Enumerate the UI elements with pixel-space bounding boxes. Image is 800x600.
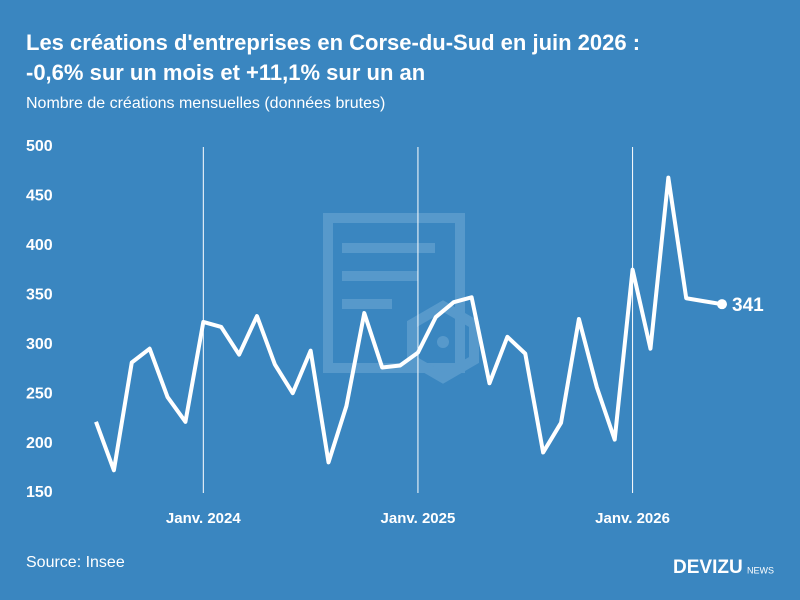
chart-subtitle: Nombre de créations mensuelles (données …: [26, 95, 385, 112]
chart-title: -0,6% sur un mois et +11,1% sur un an: [26, 60, 425, 85]
source: Source: Insee: [26, 554, 125, 571]
chart-title: Les créations d'entreprises en Corse-du-…: [26, 30, 640, 55]
brand-suffix: NEWS: [747, 565, 774, 575]
y-tick-label: 150: [26, 484, 53, 501]
brand: DEVIZU: [673, 557, 743, 578]
y-tick-label: 500: [26, 138, 53, 155]
x-tick-label: Janv. 2024: [166, 510, 241, 527]
y-tick-label: 450: [26, 188, 53, 205]
y-tick-label: 200: [26, 435, 53, 452]
y-tick-label: 350: [26, 287, 53, 304]
value-label: 341: [732, 295, 764, 316]
y-tick-label: 250: [26, 385, 53, 402]
x-tick-label: Janv. 2025: [381, 510, 456, 527]
y-tick-label: 300: [26, 336, 53, 353]
line: [94, 175, 723, 473]
end-point: [717, 299, 727, 310]
x-tick-label: Janv. 2026: [595, 510, 670, 527]
y-tick-label: 400: [26, 237, 53, 254]
